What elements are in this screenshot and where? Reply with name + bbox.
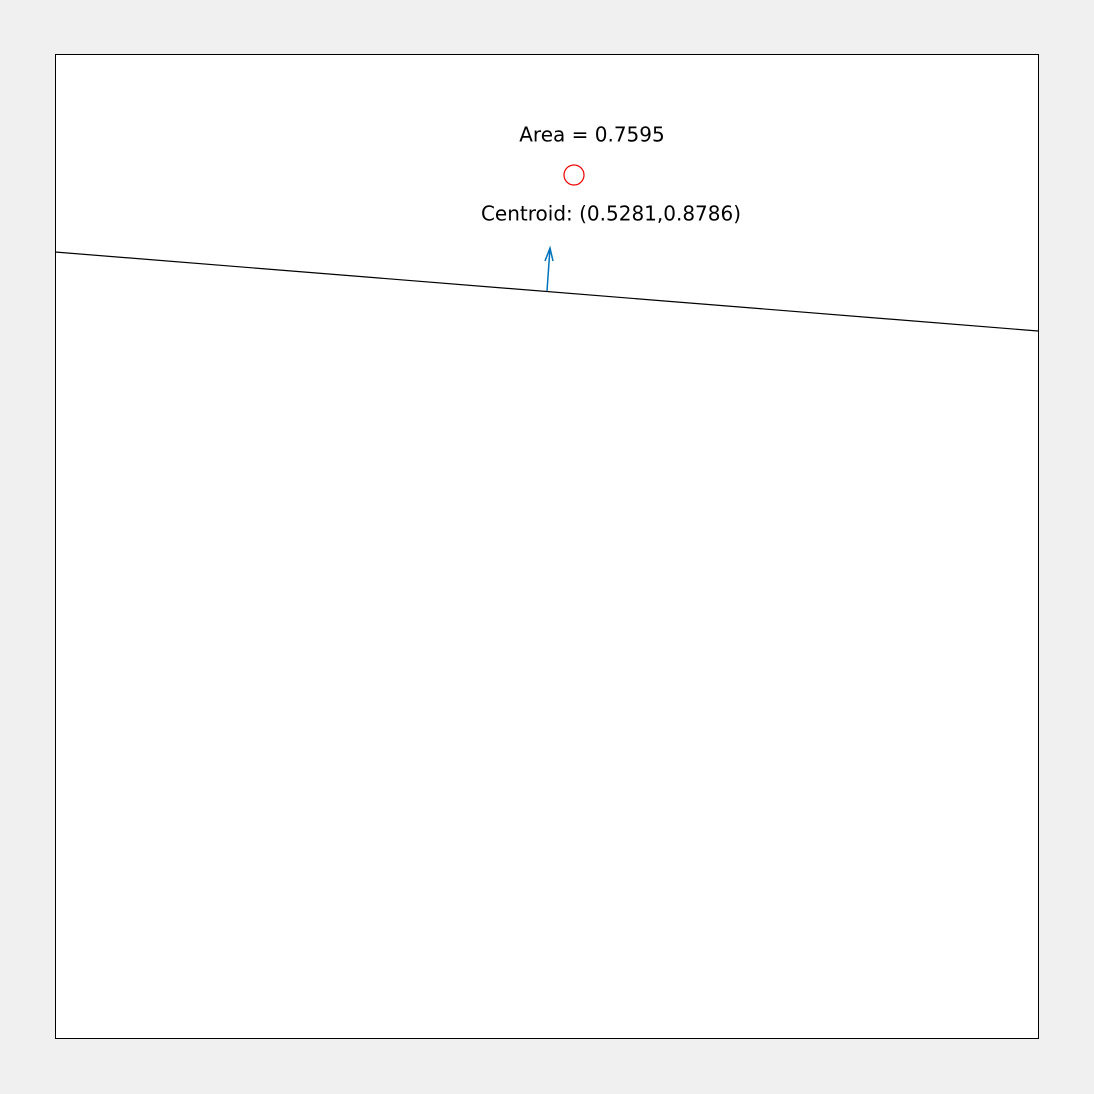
centroid-label: Centroid: (0.5281,0.8786)	[481, 202, 741, 226]
centroid-marker	[563, 164, 585, 186]
arrow-head	[544, 245, 554, 262]
dividing-line	[54, 251, 1039, 332]
axes-box	[55, 54, 1039, 1039]
normal-arrow	[544, 245, 554, 292]
area-label: Area = 0.7595	[519, 123, 664, 147]
arrow-shaft	[546, 247, 551, 292]
